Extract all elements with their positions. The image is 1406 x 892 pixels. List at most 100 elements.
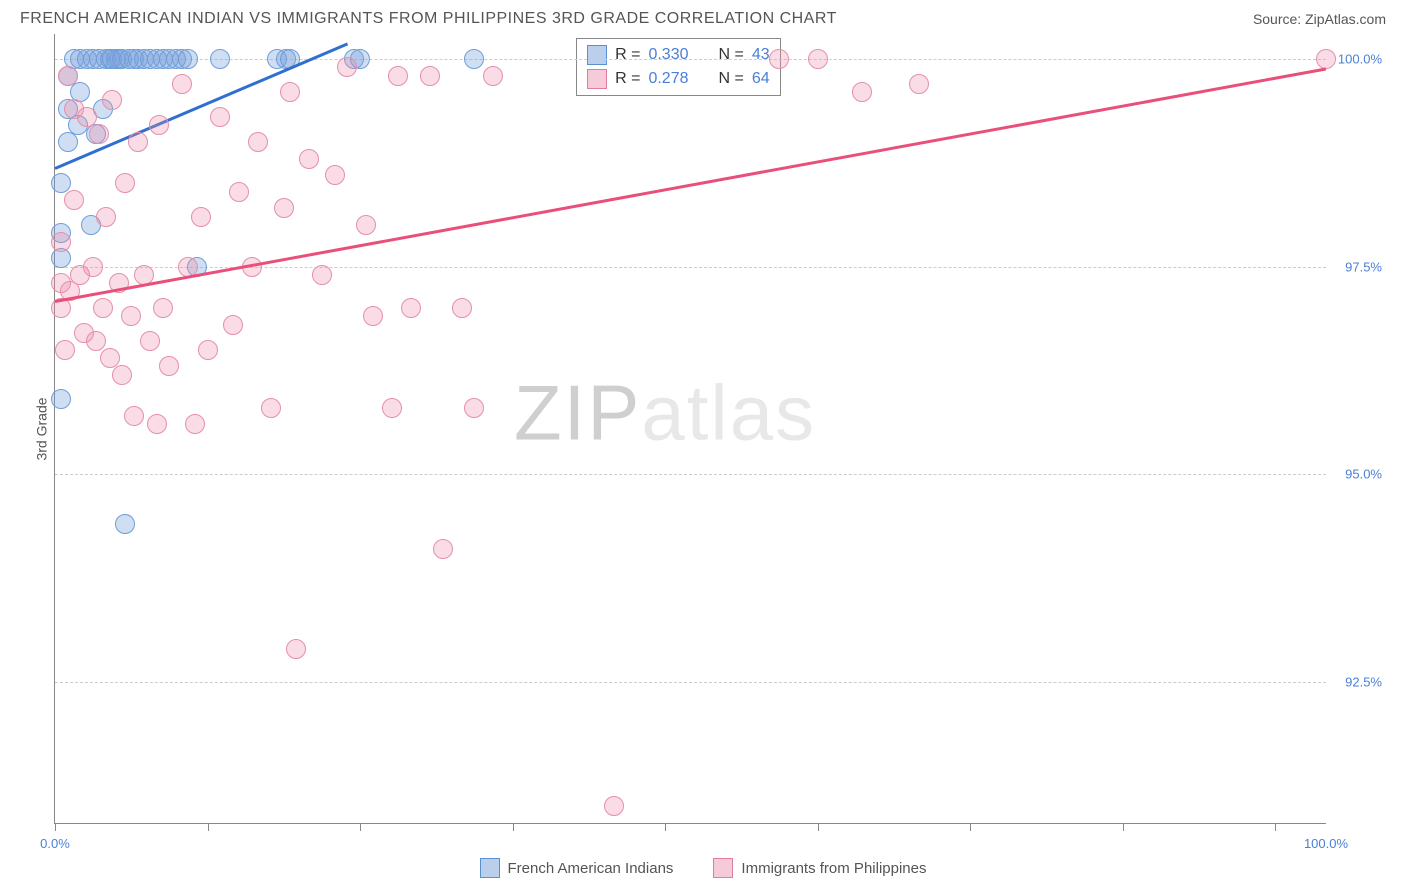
source-link[interactable]: ZipAtlas.com [1305,11,1386,27]
data-point [191,207,211,227]
gridline [55,474,1326,475]
data-point [909,74,929,94]
legend-row: R =0.330N =43 [587,43,770,67]
legend-swatch [713,858,733,878]
data-point [280,82,300,102]
x-tick-label: 0.0% [40,836,70,851]
data-point [1316,49,1336,69]
data-point [51,389,71,409]
data-point [115,514,135,534]
gridline [55,59,1326,60]
data-point [312,265,332,285]
legend-n-label: N = [719,46,744,64]
data-point [102,90,122,110]
data-point [852,82,872,102]
data-point [363,306,383,326]
y-tick-label: 92.5% [1345,674,1382,689]
series-legend-label: French American Indians [508,860,674,877]
x-tick [55,823,56,831]
data-point [58,66,78,86]
data-point [808,49,828,69]
correlation-legend: R = 0.330 N = 43 R = 0.278 N = 64 [576,38,781,96]
legend-swatch [587,69,607,89]
watermark-light: atlas [641,368,816,456]
y-tick-label: 100.0% [1338,51,1382,66]
data-point [210,107,230,127]
legend-n-label: N = [719,70,744,88]
legend-n-value: 43 [752,46,770,64]
data-point [382,398,402,418]
data-point [86,331,106,351]
data-point [147,414,167,434]
data-point [112,365,132,385]
data-point [229,182,249,202]
plot-region: ZIPatlas R =0.330N =43R =0.278N =64 92.5… [54,34,1326,824]
series-legend-item: Immigrants from Philippines [713,858,926,878]
legend-row: R = 0.278 N = 64 [587,67,770,91]
data-point [64,190,84,210]
data-point [96,207,116,227]
data-point [248,132,268,152]
data-point [159,356,179,376]
chart-title: FRENCH AMERICAN INDIAN VS IMMIGRANTS FRO… [20,10,837,28]
data-point [464,398,484,418]
data-point [153,298,173,318]
y-axis-label: 3rd Grade [34,397,50,460]
data-point [185,414,205,434]
data-point [325,165,345,185]
legend-swatch [587,45,607,65]
legend-swatch [480,858,500,878]
data-point [178,49,198,69]
data-point [433,539,453,559]
source-attribution: Source: ZipAtlas.com [1253,11,1386,27]
data-point [55,340,75,360]
legend-n-value: 64 [752,70,770,88]
data-point [128,132,148,152]
x-tick [665,823,666,831]
data-point [149,115,169,135]
data-point [769,49,789,69]
legend-r-label: R = [615,70,640,88]
x-tick [513,823,514,831]
data-point [261,398,281,418]
data-point [121,306,141,326]
data-point [172,74,192,94]
x-tick [208,823,209,831]
gridline [55,682,1326,683]
data-point [604,796,624,816]
data-point [420,66,440,86]
legend-r-value: 0.330 [648,46,688,64]
legend-r-value: 0.278 [648,70,688,88]
series-legend: French American Indians Immigrants from P… [0,858,1406,878]
data-point [124,406,144,426]
x-tick [1275,823,1276,831]
data-point [483,66,503,86]
chart-area: 3rd Grade ZIPatlas R =0.330N =43R =0.278… [44,34,1386,824]
x-tick [970,823,971,831]
data-point [210,49,230,69]
data-point [388,66,408,86]
data-point [93,298,113,318]
x-tick [1123,823,1124,831]
watermark: ZIPatlas [514,367,816,458]
data-point [299,149,319,169]
data-point [198,340,218,360]
data-point [337,57,357,77]
data-point [115,173,135,193]
data-point [356,215,376,235]
data-point [286,639,306,659]
data-point [51,232,71,252]
series-legend-item: French American Indians [480,858,674,878]
data-point [452,298,472,318]
y-tick-label: 97.5% [1345,259,1382,274]
data-point [83,257,103,277]
data-point [401,298,421,318]
series-legend-label: Immigrants from Philippines [741,860,926,877]
data-point [89,124,109,144]
x-tick [360,823,361,831]
y-tick-label: 95.0% [1345,467,1382,482]
x-tick-label: 100.0% [1304,836,1348,851]
data-point [274,198,294,218]
data-point [464,49,484,69]
data-point [140,331,160,351]
